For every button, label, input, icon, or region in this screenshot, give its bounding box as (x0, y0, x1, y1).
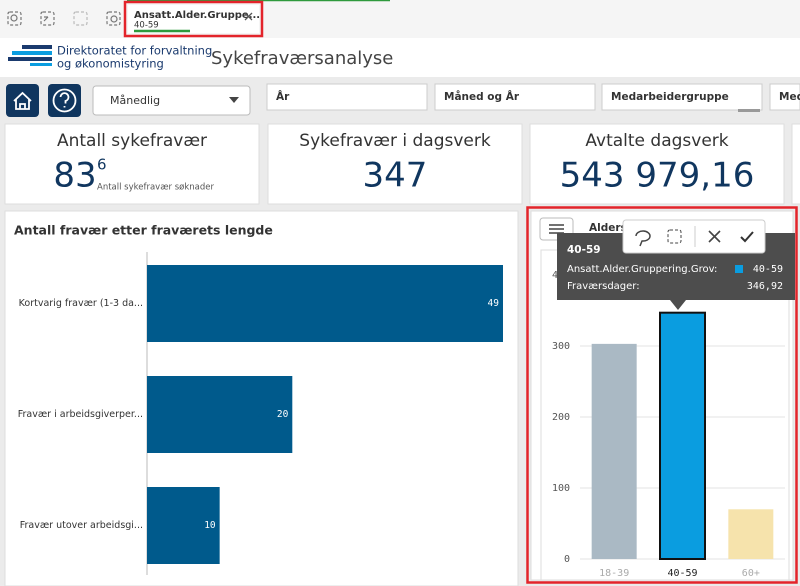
org-name: og økonomistyring (57, 57, 164, 71)
home-icon (13, 91, 32, 110)
kpi-card (529, 123, 785, 205)
kpi-value: 347 (363, 156, 428, 196)
filter-label: Måned og År (444, 90, 520, 103)
tooltip-value: 346,92 (747, 281, 783, 292)
tooltip-label: Fraværsdager: (567, 281, 640, 292)
x-tick-label: 18-39 (599, 568, 629, 579)
clear-icon[interactable] (667, 229, 682, 244)
filter-pane[interactable] (769, 83, 800, 111)
bar[interactable] (147, 265, 503, 342)
kpi-value: 543 979,16 (560, 156, 755, 196)
period-dropdown[interactable] (92, 85, 251, 116)
data-label: 20 (277, 409, 289, 420)
kpi-title: Sykefravær i dagsverk (299, 131, 491, 151)
pane-scroll (738, 109, 760, 112)
tab-close[interactable] (244, 12, 253, 21)
kpi-title: Antall sykefravær (57, 131, 207, 151)
help-icon (59, 92, 70, 108)
y-tick-label: 100 (552, 483, 570, 494)
tab-title: Ansatt.Alder.Gruppe... (134, 10, 260, 21)
chart-title: Alders (589, 222, 627, 234)
bar[interactable] (147, 487, 220, 564)
highlight-chart (526, 206, 798, 584)
selection-toolbar (622, 219, 766, 254)
header (0, 38, 800, 77)
tooltip-value: 40-59 (753, 264, 783, 275)
bar[interactable] (591, 343, 637, 559)
home-button[interactable] (6, 84, 39, 117)
highlight-tab (123, 0, 264, 38)
bar[interactable] (147, 376, 293, 453)
kpi-card (791, 123, 800, 205)
category-label: Fravær utover arbeidsgi... (20, 520, 143, 531)
filter-label: Med (779, 91, 800, 103)
dropdown-label: Månedlig (110, 94, 160, 107)
app-title: Sykefraværsanalyse (211, 48, 393, 69)
lasso-icon[interactable] (635, 230, 651, 247)
logo (8, 45, 52, 66)
bar[interactable] (728, 509, 774, 559)
kpi-value: 83 (53, 156, 96, 196)
tooltip-swatch (735, 265, 743, 273)
chart-title: Antall fravær etter fraværets lengde (14, 223, 273, 238)
kpi-superscript: 6 (97, 156, 107, 174)
kpi-title: Avtalte dagsverk (585, 131, 728, 151)
bar[interactable] (659, 311, 706, 560)
filter-pane[interactable] (601, 83, 763, 111)
toolbar-icons[interactable] (7, 11, 121, 26)
x-tick-label: 60+ (742, 568, 760, 579)
y-tick-label: 300 (552, 341, 570, 352)
tab-value: 40-59 (134, 21, 159, 31)
x-tick-label: 40-59 (667, 568, 697, 579)
category-label: Fravær i arbeidsgiverper... (18, 409, 143, 420)
filter-pane[interactable] (434, 83, 596, 111)
tooltip-title: 40-59 (567, 244, 601, 256)
filter-label: År (276, 90, 290, 103)
kpi-card (4, 123, 260, 205)
y-tick-label: 0 (564, 554, 570, 565)
selection-tab[interactable] (128, 5, 259, 33)
category-label: Kortvarig fravær (1-3 da... (19, 298, 143, 309)
org-name: Direktoratet for forvaltning (57, 44, 212, 58)
filter-pane[interactable] (266, 83, 428, 111)
confirm-icon[interactable] (740, 231, 754, 243)
y-tick-label: 200 (552, 412, 570, 423)
cancel-icon[interactable] (708, 230, 721, 243)
kpi-sub: Antall sykefravær søknader (97, 183, 215, 193)
dropdown-arrow (229, 97, 239, 103)
data-label: 49 (488, 298, 500, 309)
data-label: 10 (204, 520, 216, 531)
help-icon (52, 88, 77, 113)
filter-label: Medarbeidergruppe (611, 91, 729, 103)
tooltip-label: Ansatt.Alder.Gruppering.Grov: (567, 264, 717, 275)
kpi-card (267, 123, 523, 205)
